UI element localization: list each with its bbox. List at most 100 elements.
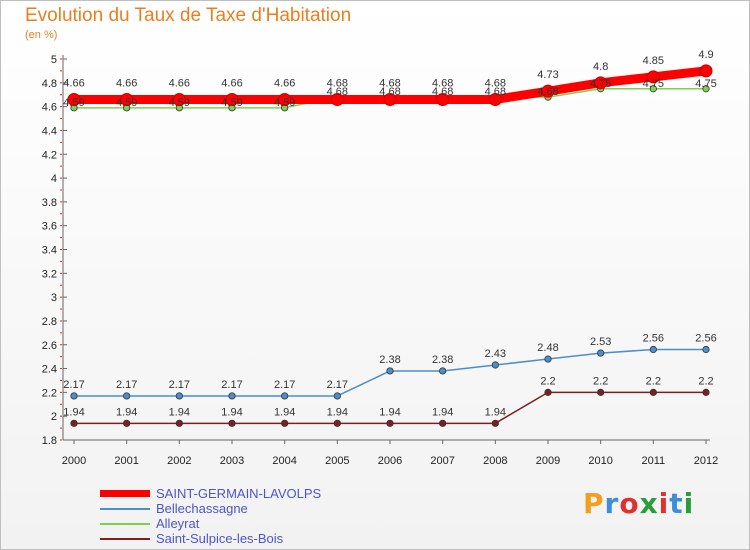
y-tick-label: 3.2: [42, 268, 57, 280]
data-label: 2.17: [274, 379, 295, 391]
y-tick-label: 5: [51, 54, 57, 66]
data-label: 4.68: [485, 77, 506, 89]
data-point: [228, 419, 236, 427]
data-label: 4.68: [537, 86, 558, 98]
x-tick-label: 2010: [588, 455, 612, 467]
logo-letter: i: [683, 487, 695, 520]
data-point: [172, 92, 186, 106]
data-point: [278, 92, 292, 106]
data-label: 2.56: [695, 333, 716, 345]
data-label: 4.85: [643, 55, 664, 67]
data-point: [281, 419, 289, 427]
data-label: 1.94: [432, 406, 453, 418]
data-label: 2.38: [379, 354, 400, 366]
data-label: 4.73: [537, 69, 558, 81]
logo-letter: r: [604, 487, 620, 520]
x-tick-label: 2004: [272, 455, 296, 467]
x-tick-label: 2001: [114, 455, 138, 467]
data-label: 1.94: [485, 406, 506, 418]
y-tick-label: 2.2: [42, 387, 57, 399]
y-tick-label: 4.2: [42, 149, 57, 161]
data-label: 2.2: [698, 375, 713, 387]
data-label: 4.66: [221, 77, 242, 89]
y-tick-label: 3: [51, 292, 57, 304]
data-point: [439, 367, 447, 375]
y-tick-label: 1.8: [42, 435, 57, 447]
data-label: 4.68: [432, 86, 453, 98]
data-point: [175, 392, 183, 400]
data-point: [544, 388, 552, 396]
data-label: 1.94: [274, 406, 295, 418]
data-label: 1.94: [63, 406, 84, 418]
data-label: 4.68: [327, 77, 348, 89]
legend-swatch: [100, 538, 150, 540]
data-point: [597, 388, 605, 396]
data-label: 4.68: [379, 77, 400, 89]
y-tick-label: 3.6: [42, 221, 57, 233]
y-tick-label: 2.8: [42, 316, 57, 328]
data-label: 2.17: [116, 379, 137, 391]
x-tick-label: 2000: [62, 455, 86, 467]
data-label: 1.94: [327, 406, 348, 418]
data-label: 4.59: [221, 97, 242, 109]
y-tick-label: 3.4: [42, 245, 57, 257]
data-point: [488, 92, 502, 106]
legend-swatch: [100, 508, 150, 510]
data-point: [120, 92, 134, 106]
data-point: [333, 419, 341, 427]
data-point: [649, 85, 657, 93]
data-point: [594, 76, 608, 90]
data-label: 2.48: [537, 342, 558, 354]
data-label: 4.59: [116, 97, 137, 109]
y-tick-label: 2.4: [42, 364, 57, 376]
data-label: 1.94: [221, 406, 242, 418]
data-label: 4.59: [169, 97, 190, 109]
data-point: [649, 345, 657, 354]
logo-letter: t: [669, 487, 684, 520]
data-point: [175, 419, 183, 427]
data-point: [702, 388, 710, 396]
data-label: 4.59: [63, 97, 84, 109]
data-point: [123, 419, 131, 427]
legend-label: Saint-Sulpice-les-Bois: [156, 531, 284, 546]
data-point: [649, 388, 657, 396]
legend-label: Bellechassagne: [156, 501, 248, 516]
data-point: [225, 92, 239, 106]
data-point: [491, 361, 499, 369]
data-point: [436, 92, 450, 106]
data-label: 4.66: [63, 77, 84, 89]
x-tick-label: 2009: [536, 455, 560, 467]
data-point: [541, 84, 555, 98]
data-label: 1.94: [169, 406, 190, 418]
data-label: 4.68: [432, 77, 453, 89]
legend-swatch: [100, 523, 150, 525]
data-point: [383, 92, 397, 106]
chart-unit-label: (en %): [25, 29, 58, 41]
data-point: [646, 70, 660, 84]
data-point: [228, 392, 236, 400]
data-point: [491, 419, 499, 427]
proxiti-logo: Proxiti: [583, 487, 694, 520]
logo-letter: i: [658, 487, 670, 520]
data-label: 2.17: [63, 379, 84, 391]
data-point: [67, 92, 81, 106]
data-point: [439, 419, 447, 427]
y-tick-label: 4.4: [42, 125, 57, 137]
y-tick-label: 2: [51, 411, 57, 423]
data-label: 2.56: [643, 333, 664, 345]
y-tick-label: 4.8: [42, 78, 57, 90]
data-point: [330, 92, 344, 106]
data-point: [333, 392, 341, 400]
data-label: 2.2: [593, 375, 608, 387]
data-label: 1.94: [379, 406, 400, 418]
legend-swatch: [100, 490, 150, 497]
data-label: 4.75: [643, 78, 664, 90]
data-point: [386, 419, 394, 427]
data-label: 4.68: [485, 86, 506, 98]
data-label: 4.59: [274, 97, 295, 109]
data-point: [123, 392, 131, 400]
data-label: 1.94: [116, 406, 137, 418]
x-tick-label: 2008: [483, 455, 507, 467]
